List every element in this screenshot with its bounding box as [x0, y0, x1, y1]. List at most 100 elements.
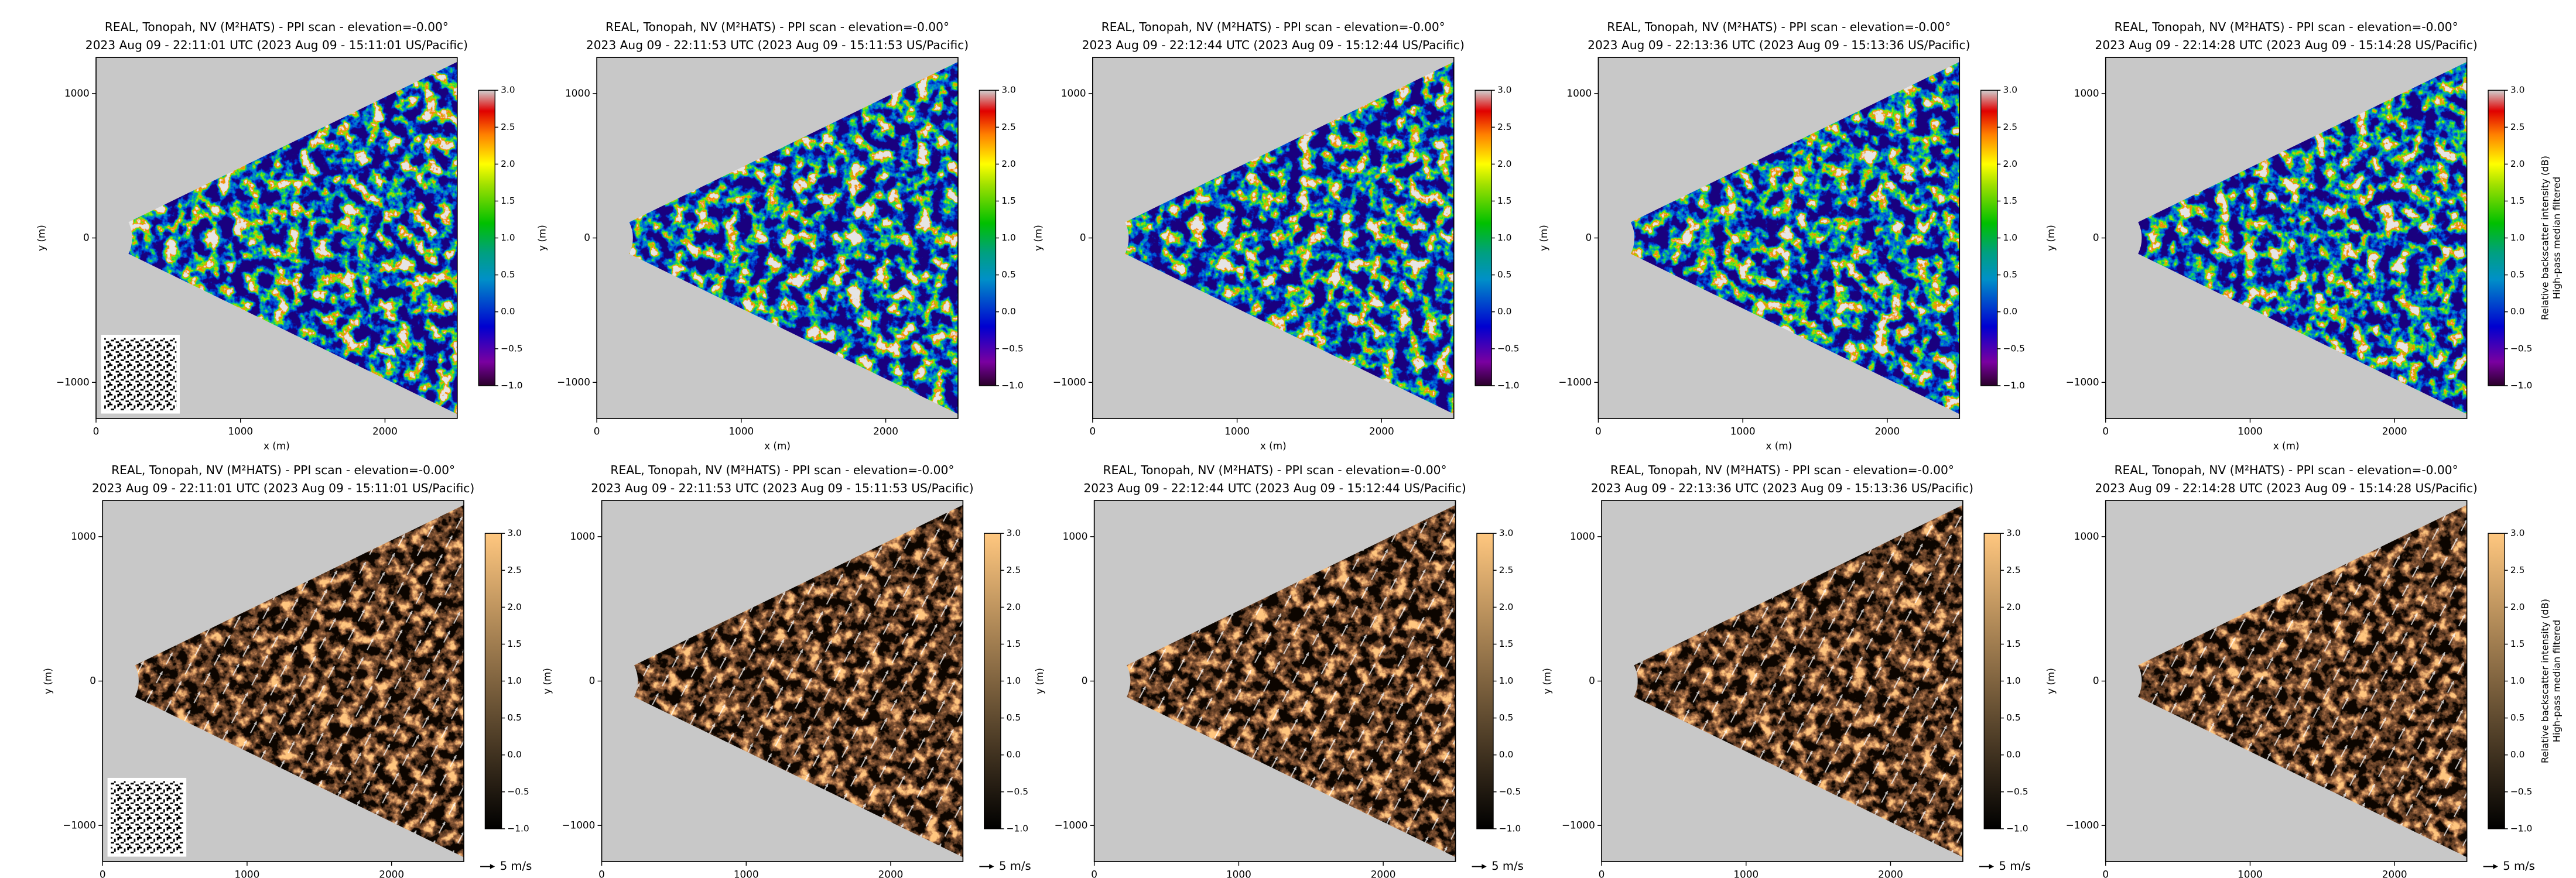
colorbar-tick-label: 3.0 [501, 85, 515, 95]
colorbar-tick-label: 1.0 [1499, 675, 1514, 686]
y-tick-label: 0 [1080, 232, 1086, 243]
colorbar-tick-label: 2.0 [2003, 159, 2018, 169]
y-tick-label: 0 [1082, 675, 1088, 687]
x-tick-label: 0 [598, 868, 605, 878]
qr-code [107, 777, 187, 857]
colorbar-tick-label: 1.5 [2006, 639, 2021, 649]
colorbar-tick-label: 0.0 [2510, 306, 2525, 317]
x-tick-label: 0 [594, 425, 600, 437]
colorbar-tick-label: −0.5 [501, 343, 522, 354]
colorbar-tick-label: −1.0 [501, 380, 522, 390]
colorbar-tick-label: −1.0 [507, 823, 529, 834]
colorbar-tick-label: −1.0 [1007, 823, 1028, 834]
panel-title: REAL, Tonopah, NV (M²HATS) - PPI scan - … [2115, 20, 2458, 34]
colorbar-tick-label: 1.5 [2510, 639, 2525, 649]
colorbar-tick-label: 0.5 [2510, 712, 2525, 723]
colorbar-tick-label: −1.0 [2006, 823, 2028, 834]
quiver-key-label: 5 m/s [1999, 859, 2031, 873]
panel-subtitle: 2023 Aug 09 - 22:14:28 UTC (2023 Aug 09 … [2095, 481, 2478, 495]
x-tick-label: 2000 [1369, 425, 1394, 437]
y-tick-label: −1000 [1055, 819, 1088, 831]
y-tick-label: 1000 [565, 87, 590, 99]
x-axis-label: x (m) [1766, 440, 1792, 452]
y-tick-label: −1000 [562, 819, 595, 831]
x-tick-label: 2000 [1874, 425, 1900, 437]
colorbar-tick-label: 3.0 [1499, 528, 1514, 539]
colorbar-tick-label: 0.5 [2006, 712, 2021, 723]
y-tick-label: 0 [1589, 675, 1595, 687]
colorbar-tick-label: 0.5 [501, 269, 515, 280]
panel-title: REAL, Tonopah, NV (M²HATS) - PPI scan - … [1101, 20, 1445, 34]
panel-subtitle: 2023 Aug 09 - 22:11:01 UTC (2023 Aug 09 … [85, 38, 468, 52]
colorbar-tick-label: −1.0 [2510, 380, 2532, 390]
colorbar-tick-label: 3.0 [1007, 528, 1021, 539]
x-axis-label: x (m) [2273, 440, 2300, 452]
panel-title: REAL, Tonopah, NV (M²HATS) - PPI scan - … [1610, 463, 1954, 477]
colorbar-tick-label: 2.0 [1499, 602, 1514, 612]
colorbar-tick-label: 1.0 [507, 675, 522, 686]
quiver-key-label: 5 m/s [500, 859, 532, 873]
panel-title: REAL, Tonopah, NV (M²HATS) - PPI scan - … [1607, 20, 1951, 34]
y-tick-label: 1000 [64, 87, 90, 99]
colorbar-tick-label: 3.0 [507, 528, 522, 539]
panel-title: REAL, Tonopah, NV (M²HATS) - PPI scan - … [111, 463, 455, 477]
colorbar-tick-label: −1.0 [2003, 380, 2025, 390]
y-axis-label: y (m) [1541, 668, 1552, 694]
x-axis-label: x (m) [1260, 440, 1287, 452]
x-tick-label: 0 [1090, 425, 1096, 437]
colorbar-tick-label: 1.5 [501, 196, 515, 206]
colorbar-tick-label: 1.0 [2510, 232, 2525, 243]
x-tick-label: 1000 [2238, 868, 2263, 878]
colorbar-tick-label: 1.5 [1001, 196, 1016, 206]
y-tick-label: 1000 [1566, 87, 1592, 99]
colorbar-tick-label: 2.5 [2510, 122, 2525, 132]
colorbar-tick-label: 0.5 [1497, 269, 1512, 280]
y-tick-label: 1000 [71, 530, 96, 542]
panel-subtitle: 2023 Aug 09 - 22:11:53 UTC (2023 Aug 09 … [591, 481, 973, 495]
colorbar-tick-label: 2.5 [2510, 565, 2525, 575]
colorbar-tick-label: 1.0 [1497, 232, 1512, 243]
y-tick-label: 0 [1585, 232, 1592, 243]
y-axis-label: y (m) [42, 668, 54, 694]
colorbar-tick-label: 1.5 [1497, 196, 1512, 206]
qr-code [101, 334, 180, 414]
x-tick-label: 2000 [1878, 868, 1903, 878]
x-tick-label: 1000 [2238, 425, 2263, 437]
x-tick-label: 0 [1595, 425, 1602, 437]
y-tick-label: −1000 [2066, 376, 2099, 387]
panel-subtitle: 2023 Aug 09 - 22:13:36 UTC (2023 Aug 09 … [1588, 38, 1970, 52]
colorbar-tick-label: −0.5 [2006, 786, 2028, 797]
x-tick-label: 0 [93, 425, 100, 437]
colorbar-tick-label: 1.0 [2510, 675, 2525, 686]
colorbar-label: High-pass median filtered [2551, 177, 2562, 299]
colorbar [979, 90, 997, 386]
colorbar-tick-label: −1.0 [1497, 380, 1519, 390]
colorbar-tick-label: 2.0 [1007, 602, 1021, 612]
colorbar-tick-label: 2.0 [507, 602, 522, 612]
colorbar-tick-label: 2.0 [2510, 602, 2525, 612]
colorbar-tick-label: −0.5 [2510, 786, 2532, 797]
x-tick-label: 1000 [734, 868, 759, 878]
y-tick-label: 0 [589, 675, 596, 687]
colorbar-tick-label: 2.5 [1007, 565, 1021, 575]
x-tick-label: 2000 [2382, 868, 2407, 878]
colorbar-tick-label: 0.5 [1001, 269, 1016, 280]
x-tick-label: 2000 [1371, 868, 1396, 878]
quiver-key-label: 5 m/s [2503, 859, 2535, 873]
y-tick-label: 0 [83, 232, 90, 243]
y-tick-label: −1000 [1053, 376, 1086, 387]
y-tick-label: 1000 [1570, 530, 1595, 542]
colorbar-tick-label: 2.5 [1001, 122, 1016, 132]
x-tick-label: 2000 [372, 425, 398, 437]
y-axis-label: y (m) [35, 225, 47, 251]
x-tick-label: 2000 [379, 868, 404, 878]
colorbar-tick-label: 1.0 [501, 232, 515, 243]
colorbar [984, 533, 1001, 829]
colorbar-tick-label: 2.5 [501, 122, 515, 132]
colorbar-tick-label: −0.5 [1001, 343, 1023, 354]
y-axis-label: y (m) [1034, 668, 1045, 694]
x-tick-label: 0 [100, 868, 106, 878]
x-tick-label: 0 [1599, 868, 1605, 878]
colorbar-tick-label: −0.5 [1497, 343, 1519, 354]
colorbar-tick-label: 3.0 [1497, 85, 1512, 95]
